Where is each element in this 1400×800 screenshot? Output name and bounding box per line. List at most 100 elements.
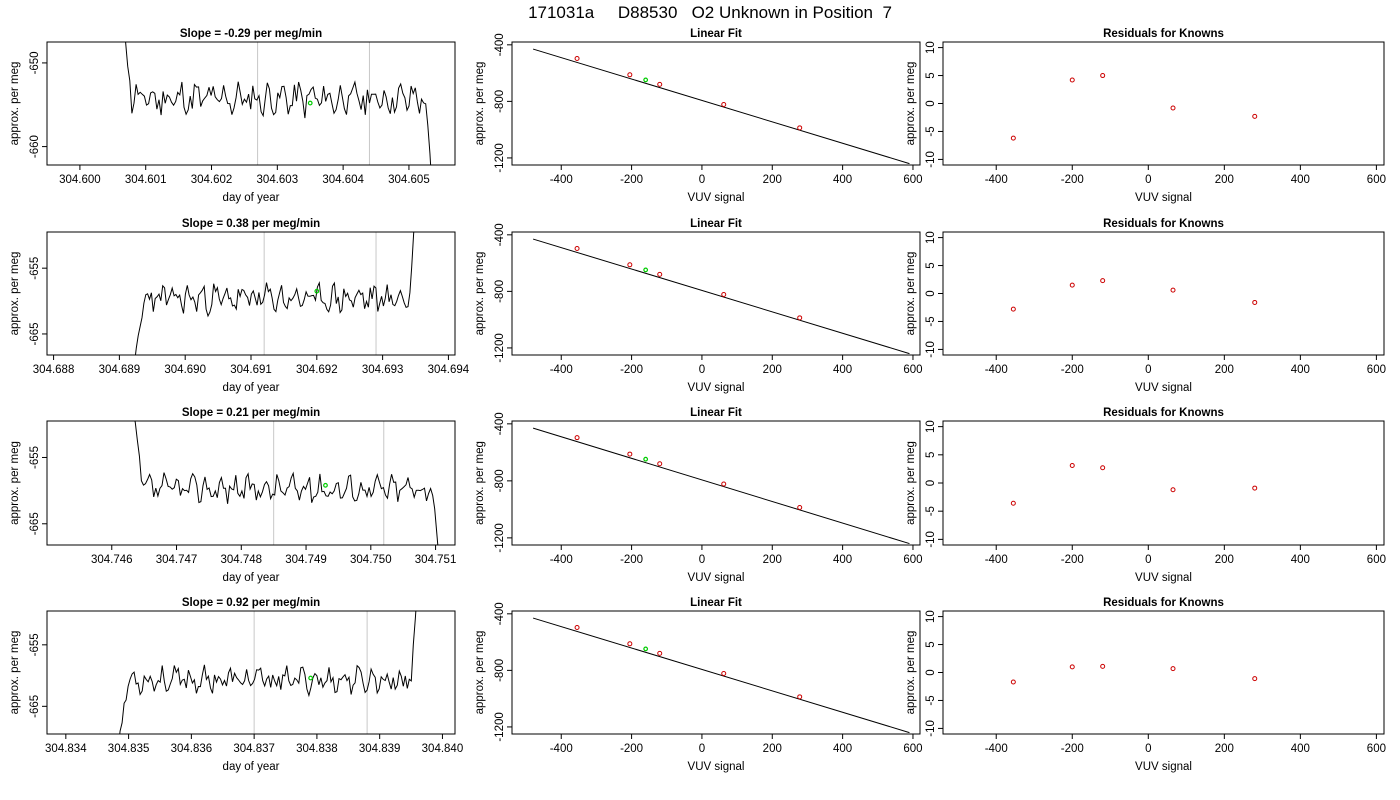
y-tick-label: -10 (925, 341, 937, 358)
x-tick-label: 200 (763, 364, 782, 376)
known-point (1010, 306, 1016, 312)
known-point (574, 435, 580, 441)
panel-1-1: Slope = -0.29 per meg/min 304.600 304.601 3… (9, 28, 456, 204)
y-axis-label: approx. per meg (474, 441, 486, 525)
y-tick-label: 10 (925, 420, 937, 433)
axes-box (511, 420, 921, 546)
x-tick-label: 400 (1291, 554, 1310, 566)
panel-1-3: Residuals for Knowns -400 -200 0 200 400 600 VU… (905, 28, 1386, 204)
known-point (1252, 113, 1258, 119)
unknown-point (314, 288, 320, 294)
x-tick-label: 304.600 (59, 174, 101, 186)
known-point (627, 451, 633, 457)
x-tick-label: 200 (763, 554, 782, 566)
x-tick-label: 0 (1145, 174, 1151, 186)
y-tick-label: -665 (29, 322, 41, 345)
x-tick-label: 304.747 (156, 554, 198, 566)
panel-1-2: Linear Fit -400 -200 0 200 400 600 VUV signal -4… (474, 28, 923, 204)
x-tick-label: 304.691 (230, 364, 272, 376)
y-tick-label: -650 (29, 51, 41, 74)
known-point (1252, 485, 1258, 491)
x-axis-label: VUV signal (688, 572, 745, 584)
panel-title: Slope = 0.38 per meg/min (182, 218, 320, 230)
fit-line (532, 617, 910, 734)
x-tick-label: 200 (763, 743, 782, 755)
unknown-point (307, 100, 313, 106)
y-tick-label: -655 (29, 446, 41, 469)
x-tick-label: -200 (620, 554, 643, 566)
x-tick-label: -200 (620, 743, 643, 755)
known-point (574, 246, 580, 252)
x-tick-label: 400 (1291, 364, 1310, 376)
panel-title: Slope = 0.21 per meg/min (182, 407, 320, 419)
x-tick-label: 304.603 (257, 174, 299, 186)
series-line (134, 232, 415, 355)
x-tick-label: 304.601 (125, 174, 167, 186)
known-point (1170, 287, 1176, 293)
fit-line (532, 48, 910, 165)
x-tick-label: -400 (985, 554, 1008, 566)
x-tick-label: 304.693 (362, 364, 404, 376)
panel-title: Slope = -0.29 per meg/min (180, 28, 322, 40)
panel-title: Linear Fit (690, 218, 742, 230)
x-axis-label: VUV signal (1135, 192, 1192, 204)
y-tick-label: 10 (925, 610, 937, 623)
x-tick-label: -400 (550, 174, 573, 186)
y-tick-label: -5 (925, 126, 937, 136)
y-tick-label: -660 (29, 135, 41, 158)
y-axis-label: approx. per meg (474, 62, 486, 146)
known-point (657, 81, 663, 87)
known-point (1170, 487, 1176, 493)
x-tick-label: 304.748 (220, 554, 262, 566)
panel-3-1: Slope = 0.21 per meg/min 304.746 304.747 30… (9, 407, 457, 584)
known-point (574, 625, 580, 631)
known-point (1170, 666, 1176, 672)
panel-title: Slope = 0.92 per meg/min (182, 597, 320, 609)
known-point (1010, 679, 1016, 685)
x-tick-label: 304.838 (296, 743, 338, 755)
y-tick-label: -5 (925, 695, 937, 705)
y-axis-label: approx. per meg (474, 252, 486, 336)
x-tick-label: 200 (763, 174, 782, 186)
y-tick-label: 0 (925, 100, 937, 106)
y-axis-label: approx. per meg (905, 252, 917, 336)
x-tick-label: 0 (699, 364, 705, 376)
y-tick-label: -400 (494, 33, 506, 56)
y-tick-label: -1200 (494, 712, 506, 741)
fit-line (532, 238, 910, 355)
x-tick-label: 304.605 (388, 174, 430, 186)
panel-title: Linear Fit (690, 407, 742, 419)
x-tick-label: 304.840 (422, 743, 464, 755)
y-axis-label: approx. per meg (9, 631, 21, 715)
y-tick-label: 10 (925, 41, 937, 54)
x-tick-label: 600 (1367, 364, 1386, 376)
y-tick-label: -800 (494, 280, 506, 303)
x-tick-label: 600 (1367, 554, 1386, 566)
known-point (1069, 664, 1075, 670)
known-point (657, 461, 663, 467)
known-point (574, 56, 580, 62)
x-tick-label: -400 (550, 743, 573, 755)
panel-title: Residuals for Knowns (1103, 407, 1224, 419)
known-point (627, 262, 633, 268)
known-point (1100, 73, 1106, 79)
x-tick-label: -400 (985, 364, 1008, 376)
y-tick-label: -10 (925, 151, 937, 168)
y-tick-label: -1200 (494, 333, 506, 362)
x-tick-label: 304.835 (108, 743, 150, 755)
x-tick-label: 600 (903, 174, 922, 186)
y-tick-label: -665 (29, 695, 41, 718)
y-tick-label: -400 (494, 412, 506, 435)
x-tick-label: 304.751 (415, 554, 457, 566)
x-tick-label: 200 (1215, 554, 1234, 566)
x-tick-label: 400 (833, 743, 852, 755)
y-tick-label: -5 (925, 316, 937, 326)
x-tick-label: -400 (550, 364, 573, 376)
unknown-point (643, 267, 649, 273)
x-tick-label: 400 (833, 554, 852, 566)
x-tick-label: 400 (1291, 174, 1310, 186)
known-point (1069, 463, 1075, 469)
x-axis-label: VUV signal (688, 192, 745, 204)
y-tick-label: -665 (29, 512, 41, 535)
